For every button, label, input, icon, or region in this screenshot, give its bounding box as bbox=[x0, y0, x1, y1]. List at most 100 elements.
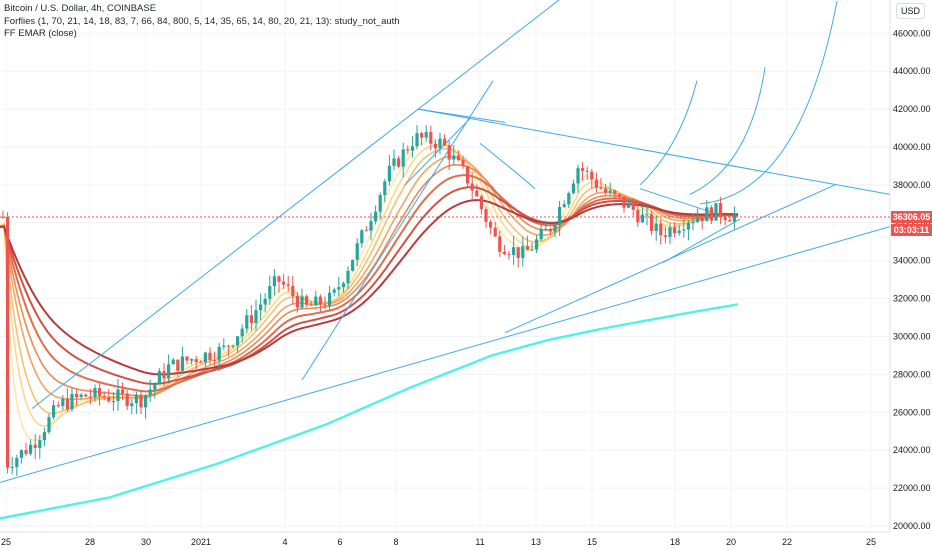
candle-body bbox=[594, 179, 598, 188]
candle-body bbox=[222, 345, 226, 347]
candle-body bbox=[525, 246, 529, 250]
candle-body bbox=[185, 356, 189, 361]
trendline[interactable] bbox=[404, 118, 471, 186]
candle-body bbox=[723, 217, 727, 221]
candle-body bbox=[148, 389, 152, 396]
ema-title[interactable]: FF EMAR (close) bbox=[4, 28, 77, 40]
candle-body bbox=[433, 143, 437, 149]
candle-body bbox=[364, 230, 368, 232]
candle-body bbox=[1, 217, 5, 219]
ema-ribbon-line bbox=[0, 199, 739, 376]
candle-body bbox=[139, 394, 143, 408]
candle-body bbox=[507, 254, 511, 256]
candle-body bbox=[475, 190, 479, 197]
y-tick-label: 28000.00 bbox=[893, 369, 931, 379]
candle-body bbox=[167, 364, 171, 379]
candle-body bbox=[79, 394, 83, 398]
candle-body bbox=[282, 281, 286, 285]
x-tick-label: 25 bbox=[1, 537, 11, 547]
trendline[interactable] bbox=[662, 218, 741, 264]
chart-legend: Bitcoin / U.S. Dollar, 4h, COINBASE Forf… bbox=[4, 3, 400, 41]
candle-body bbox=[93, 388, 97, 397]
candle-body bbox=[539, 229, 543, 240]
candle-body bbox=[479, 196, 483, 210]
candle-body bbox=[111, 401, 115, 403]
x-tick-label: 6 bbox=[337, 537, 342, 547]
trendline[interactable] bbox=[417, 108, 891, 195]
candle-body bbox=[245, 315, 249, 329]
currency-badge[interactable]: USD bbox=[895, 3, 925, 19]
trendline[interactable] bbox=[417, 108, 506, 123]
study-title[interactable]: Forflies (1, 70, 21, 14, 18, 83, 7, 66, … bbox=[4, 15, 400, 27]
candle-body bbox=[309, 304, 313, 306]
candle-body bbox=[668, 227, 672, 237]
candle-body bbox=[709, 207, 713, 221]
candle-body bbox=[535, 239, 539, 250]
candle-body bbox=[171, 359, 175, 365]
candle-body bbox=[650, 214, 654, 232]
y-tick-label: 46000.00 bbox=[893, 28, 931, 38]
candle-body bbox=[585, 170, 589, 172]
candle-body bbox=[19, 450, 23, 458]
candle-body bbox=[300, 296, 304, 308]
candle-body bbox=[295, 296, 299, 308]
candle-body bbox=[728, 220, 732, 222]
candle-body bbox=[194, 359, 198, 362]
projection-curve[interactable] bbox=[689, 67, 766, 195]
y-tick-label: 24000.00 bbox=[893, 445, 931, 455]
candle-body bbox=[627, 203, 631, 208]
candle-body bbox=[530, 249, 534, 251]
y-tick-label: 22000.00 bbox=[893, 483, 931, 493]
drawing-trendlines[interactable] bbox=[0, 0, 891, 483]
y-tick-label: 26000.00 bbox=[893, 407, 931, 417]
candle-body bbox=[567, 193, 571, 205]
projection-curve[interactable] bbox=[699, 0, 838, 205]
candle-body bbox=[351, 259, 355, 271]
candle-body bbox=[240, 328, 244, 337]
candle-body bbox=[305, 296, 309, 305]
candle-body bbox=[686, 223, 690, 230]
candle-body bbox=[337, 287, 341, 290]
candle-body bbox=[424, 132, 428, 138]
candle-body bbox=[374, 211, 378, 222]
candle-body bbox=[392, 158, 396, 166]
candle-body bbox=[677, 230, 681, 234]
x-tick-label: 15 bbox=[587, 537, 597, 547]
projection-curve[interactable] bbox=[639, 80, 698, 186]
symbol-title[interactable]: Bitcoin / U.S. Dollar, 4h, COINBASE bbox=[4, 3, 157, 14]
trendline[interactable] bbox=[639, 188, 716, 214]
candle-body bbox=[489, 221, 493, 228]
candle-body bbox=[512, 247, 516, 255]
candle-body bbox=[410, 146, 414, 151]
trendline[interactable] bbox=[0, 226, 891, 483]
y-tick-label: 40000.00 bbox=[893, 142, 931, 152]
candle-body bbox=[438, 138, 442, 149]
candle-body bbox=[291, 285, 295, 297]
candle-body bbox=[56, 405, 60, 407]
candle-body bbox=[387, 165, 391, 182]
last-price-tag: 36306.05 bbox=[891, 211, 932, 223]
candle-body bbox=[732, 214, 736, 222]
candle-body bbox=[714, 203, 718, 221]
candle-body bbox=[33, 444, 37, 448]
y-tick-label: 34000.00 bbox=[893, 256, 931, 266]
candle-body bbox=[599, 187, 603, 189]
candle-body bbox=[199, 361, 203, 363]
candle-body bbox=[691, 221, 695, 224]
x-tick-label: 22 bbox=[782, 537, 792, 547]
candle-body bbox=[502, 251, 506, 255]
trendline[interactable] bbox=[301, 80, 494, 381]
candle-body bbox=[254, 310, 258, 324]
candle-body bbox=[6, 217, 10, 468]
candle-body bbox=[84, 394, 88, 397]
candle-body bbox=[70, 393, 74, 410]
projection-curve[interactable] bbox=[479, 142, 536, 190]
candle-body bbox=[346, 270, 350, 284]
trendline[interactable] bbox=[31, 0, 560, 409]
candle-body bbox=[659, 223, 663, 236]
candle-body bbox=[323, 304, 327, 306]
candle-body bbox=[61, 398, 65, 406]
candle-body bbox=[369, 221, 373, 231]
